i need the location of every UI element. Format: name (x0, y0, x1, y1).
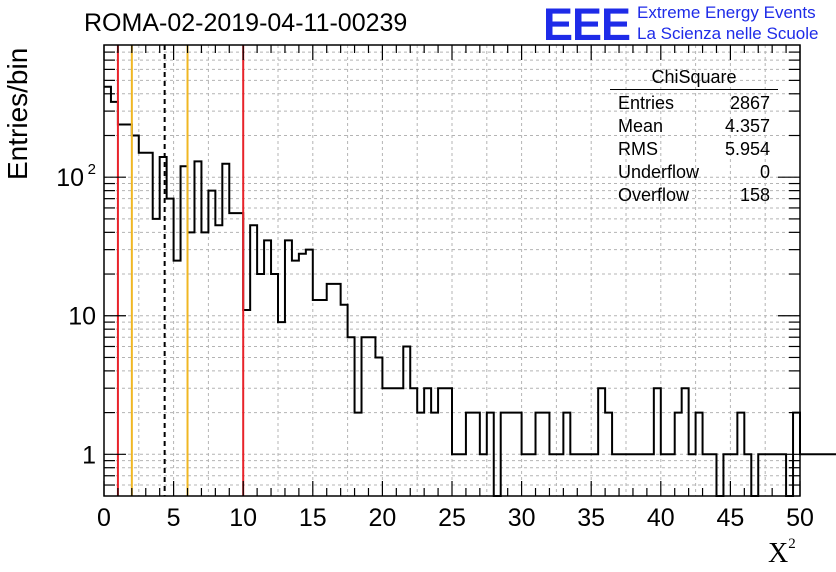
stats-row: Overflow 158 (610, 184, 778, 207)
stats-value: 0 (759, 162, 770, 182)
stats-value: 4.357 (724, 116, 770, 136)
stats-label: Overflow (618, 185, 690, 205)
stats-box: ChiSquare Entries 2867 Mean 4.357 RMS 5.954… (610, 67, 778, 207)
stats-value: 2867 (729, 93, 770, 113)
grid-lines (104, 45, 800, 496)
eee-logo: EEE (543, 0, 631, 50)
x-tick-label: 45 (716, 504, 744, 532)
x-tick-label: 25 (438, 504, 466, 532)
stats-label: Entries (618, 93, 675, 113)
x-tick-label: 35 (577, 504, 605, 532)
logo-line-1: Extreme Energy Events (637, 3, 816, 22)
x-axis-label-sup: 2 (788, 535, 796, 552)
x-tick-label: 30 (508, 504, 536, 532)
chart-title: ROMA-02-2019-04-11-00239 (84, 9, 408, 37)
y-tick-label: 10 (68, 303, 96, 331)
x-tick-label: 20 (368, 504, 396, 532)
logo-line-2: La Scienza nelle Scuole (637, 24, 819, 43)
stats-label: Mean (618, 116, 664, 136)
stats-label: Underflow (618, 162, 700, 182)
x-axis-label: X2 (768, 535, 796, 570)
stats-title: ChiSquare (610, 67, 778, 90)
stats-value: 158 (739, 185, 770, 205)
stats-label: RMS (618, 139, 658, 159)
y-tick-label-exponent: 2 (88, 161, 96, 178)
stats-row: Entries 2867 (610, 92, 778, 115)
stats-row: Underflow 0 (610, 161, 778, 184)
x-tick-label: 10 (229, 504, 257, 532)
y-tick-label: 1 (82, 441, 96, 469)
x-tick-label: 15 (299, 504, 327, 532)
x-axis-label-base: X (768, 538, 789, 569)
stats-value: 5.954 (724, 139, 770, 159)
x-tick-label: 0 (97, 504, 111, 532)
axis-ticks (103, 45, 801, 496)
y-tick-label: 10 (56, 164, 84, 192)
stats-row: Mean 4.357 (610, 115, 778, 138)
x-tick-label: 5 (167, 504, 181, 532)
reference-lines (116, 45, 245, 496)
x-tick-label: 40 (647, 504, 675, 532)
y-axis-label: Entries/bin (2, 47, 33, 180)
stats-row: RMS 5.954 (610, 138, 778, 161)
x-tick-label: 50 (786, 504, 814, 532)
